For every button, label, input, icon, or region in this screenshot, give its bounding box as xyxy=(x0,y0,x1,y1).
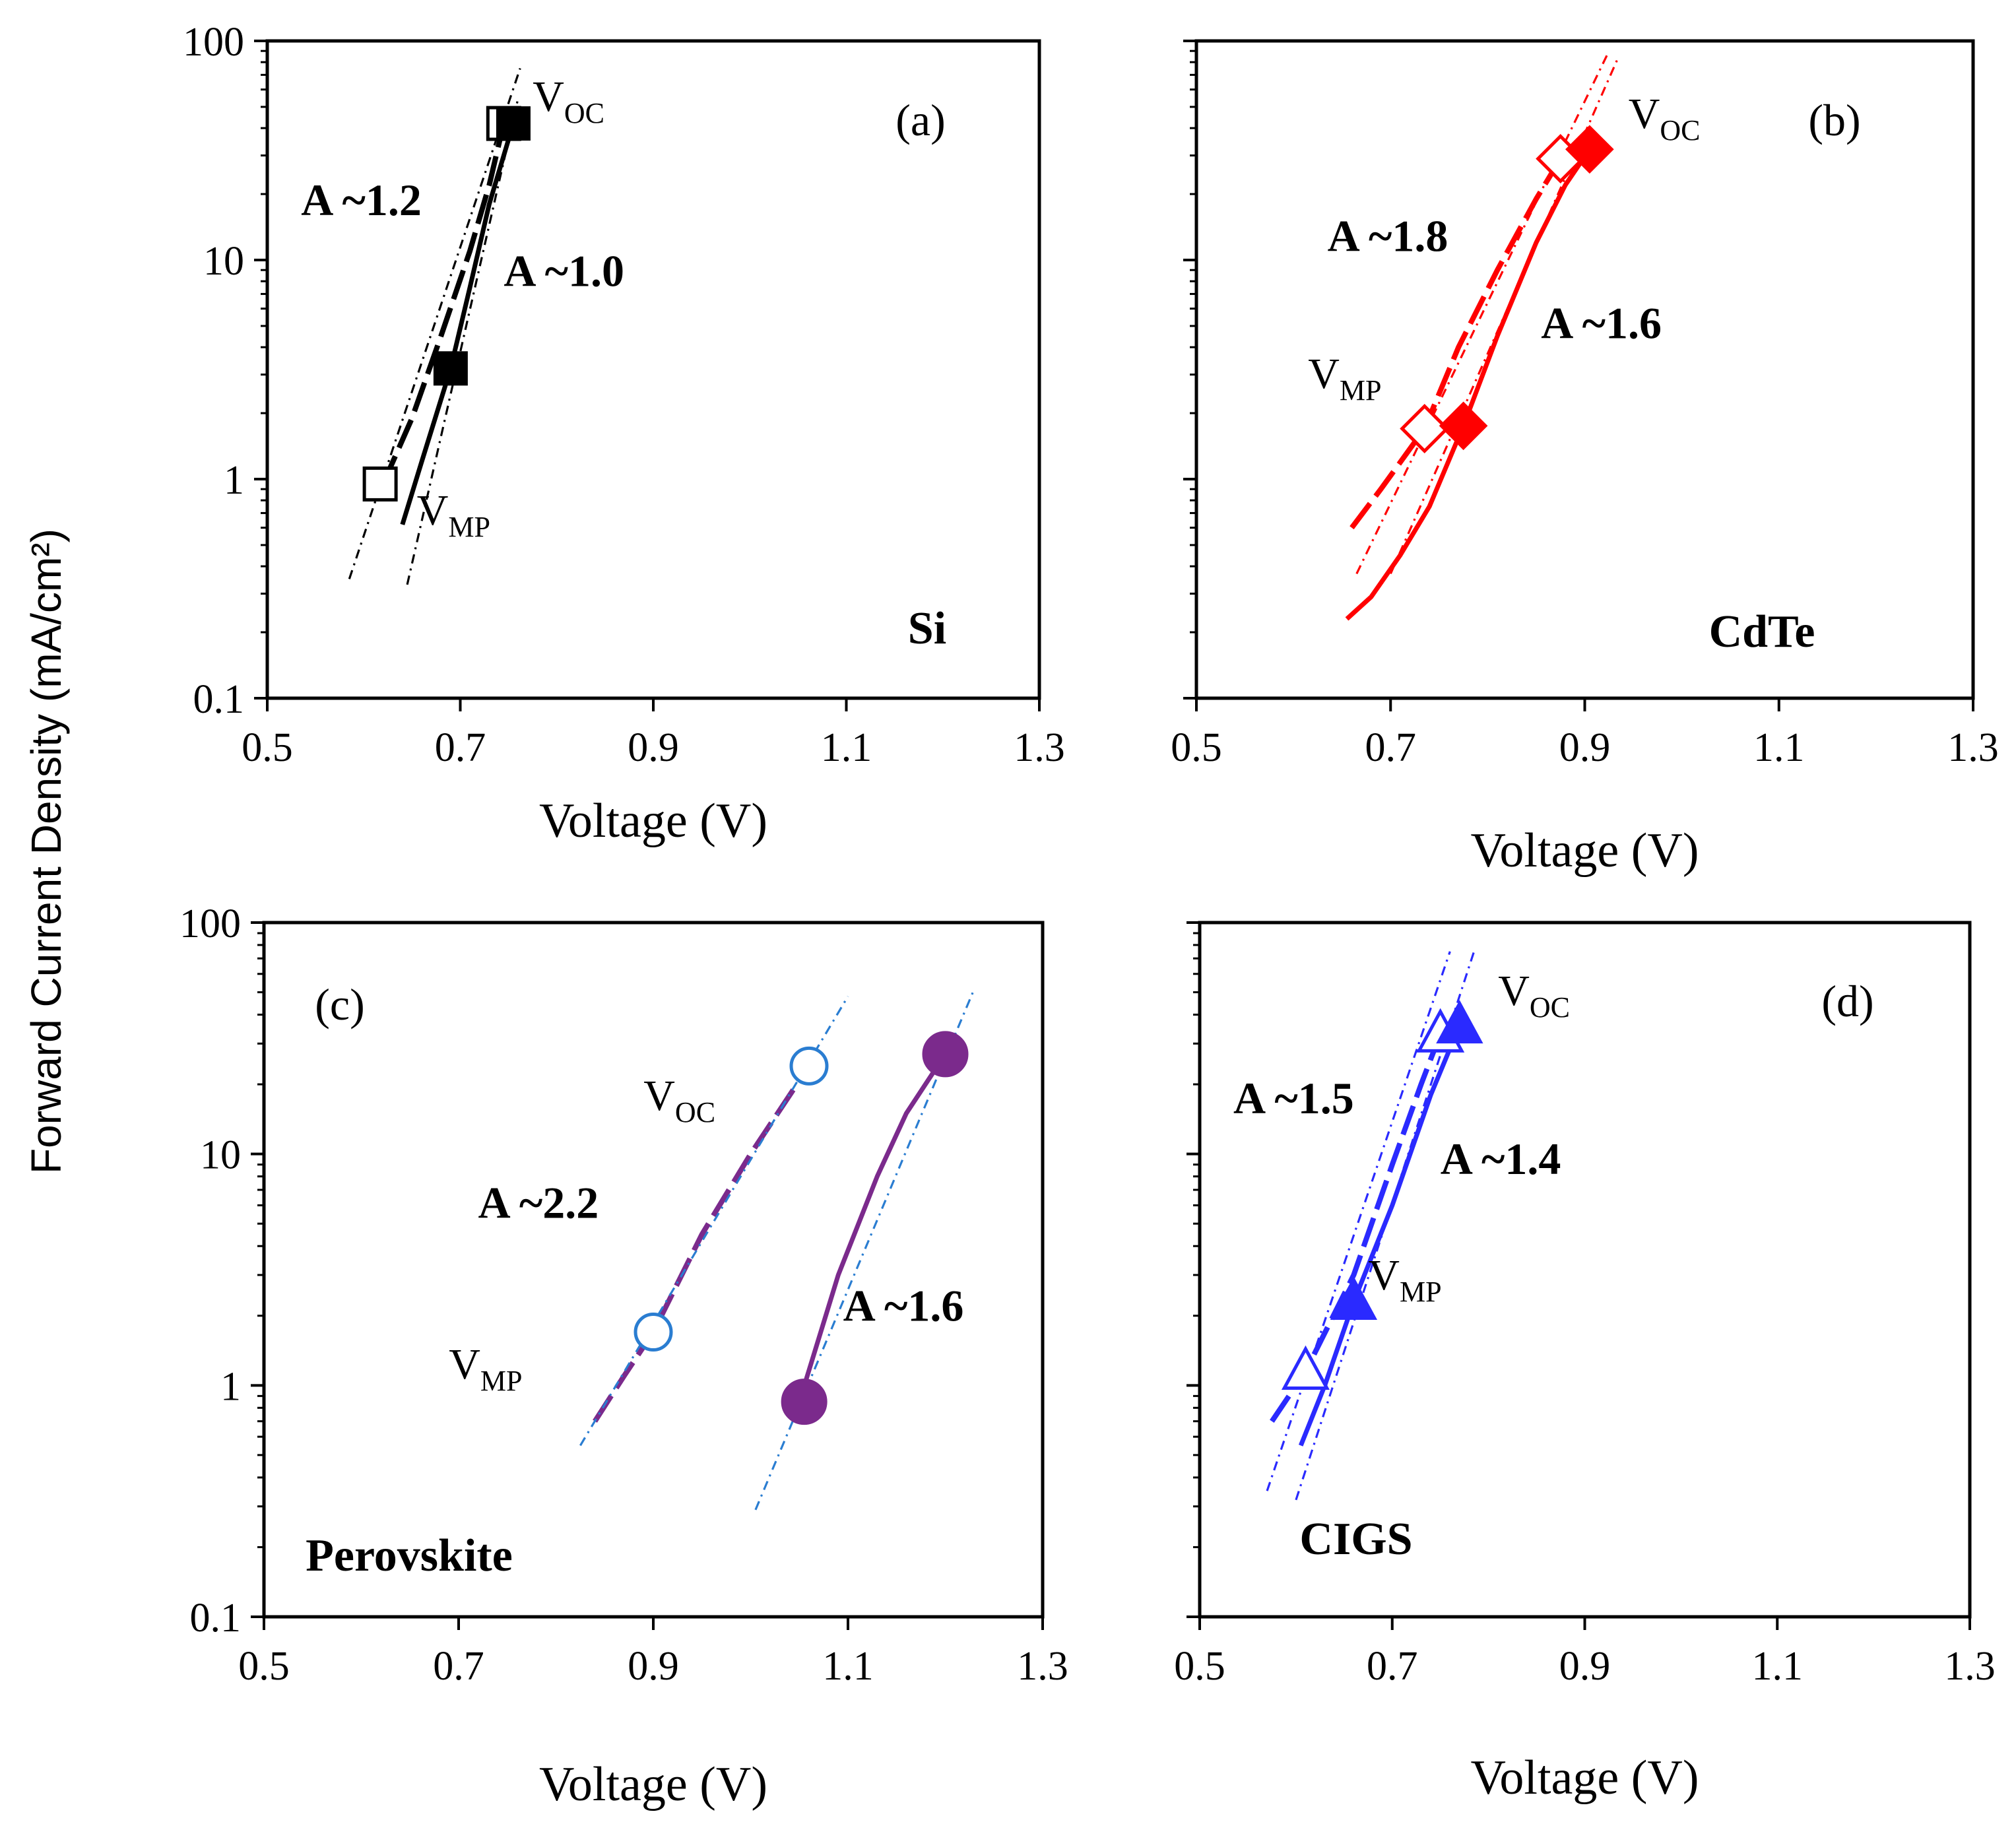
marker-filled-triangle xyxy=(1330,1276,1378,1320)
x-tick-label: 1.3 xyxy=(1014,725,1065,770)
marker-filled-diamond xyxy=(1439,401,1488,451)
y-tick-label: 0.1 xyxy=(190,1596,242,1641)
annotation-mp: VMP xyxy=(1308,350,1381,407)
x-tick-label: 1.1 xyxy=(1752,1644,1804,1689)
ideality-factor-label: A ~1.5 xyxy=(1233,1073,1354,1123)
marker-filled-square xyxy=(433,351,468,386)
marker-open-circle xyxy=(634,1313,673,1352)
material-label: CIGS xyxy=(1299,1514,1412,1565)
y-tick-label: 1 xyxy=(220,1364,241,1409)
x-axis-title: Voltage (V) xyxy=(1471,824,1699,878)
y-tick-label: 0.1 xyxy=(193,677,245,722)
plot-frame xyxy=(1198,921,1972,1619)
y-tick-label: 1 xyxy=(224,458,244,503)
series-line-dashdot-fit xyxy=(754,987,976,1511)
annotation-oc: VOC xyxy=(1498,967,1570,1024)
annotation-mp: VMP xyxy=(449,1340,522,1397)
series-line-dashdot-fit xyxy=(1389,55,1620,575)
x-axis-title: Voltage (V) xyxy=(539,1757,767,1811)
panel-label: (a) xyxy=(895,95,945,145)
series-line-dashed xyxy=(1349,157,1563,530)
ideality-factor-label: A ~1.6 xyxy=(1541,298,1662,348)
x-tick-label: 1.3 xyxy=(1944,1644,1996,1689)
panel-label: (b) xyxy=(1808,95,1860,145)
marker-open-circle xyxy=(789,1046,829,1086)
marker-filled-diamond xyxy=(1565,125,1614,174)
annotation-oc: VOC xyxy=(643,1072,715,1128)
x-tick-label: 0.7 xyxy=(435,725,486,770)
x-tick-label: 0.7 xyxy=(433,1644,484,1689)
material-label: Si xyxy=(908,603,946,654)
panel-si: 0.5 0.7 0.9 1.1 1.3 0.1 1 10 100 Voltage (V) (a) Si… xyxy=(183,20,1065,848)
x-tick-label: 0.7 xyxy=(1367,1644,1418,1689)
x-tick-label: 0.5 xyxy=(242,725,293,770)
x-axis-title: Voltage (V) xyxy=(539,794,767,848)
x-tick-label: 0.9 xyxy=(1559,725,1611,770)
annotation-oc: VOC xyxy=(533,73,604,129)
x-tick-label: 0.5 xyxy=(1174,1644,1225,1689)
x-tick-label: 1.1 xyxy=(821,725,872,770)
ideality-factor-label: A ~1.4 xyxy=(1441,1134,1561,1184)
annotation-mp: VMP xyxy=(417,486,490,543)
marker-filled-square xyxy=(496,106,531,141)
x-tick-label: 1.1 xyxy=(822,1644,874,1689)
marker-filled-circle xyxy=(781,1379,828,1425)
x-tick-label: 0.7 xyxy=(1365,725,1417,770)
ideality-factor-label: A ~1.0 xyxy=(504,246,624,296)
x-tick-label: 0.9 xyxy=(1559,1644,1611,1689)
series-line-dashed xyxy=(380,123,507,486)
ideality-factor-label: A ~2.2 xyxy=(478,1177,599,1227)
series-line-dashdot-fit xyxy=(1266,951,1451,1491)
series-line-solid xyxy=(1298,1024,1462,1447)
panel-label: (d) xyxy=(1821,976,1873,1026)
x-tick-label: 1.3 xyxy=(1947,725,1999,770)
panel-perovskite: 0.5 0.7 0.9 1.1 1.3 0.1 1 10 100 Voltage (V) (c) Pe… xyxy=(179,901,1068,1811)
y-tick-label: 100 xyxy=(183,20,244,65)
x-tick-label: 1.1 xyxy=(1753,725,1805,770)
marker-open-triangle xyxy=(1281,1345,1330,1390)
marker-filled-circle xyxy=(922,1031,969,1078)
material-label: Perovskite xyxy=(306,1530,513,1581)
y-tick-label: 10 xyxy=(203,239,244,284)
panel-cigs: 0.5 0.7 0.9 1.1 1.3 Voltage (V) (d) CIGS VOC VMP A… xyxy=(1174,921,1996,1805)
x-tick-label: 0.5 xyxy=(238,1644,290,1689)
x-tick-label: 0.9 xyxy=(628,725,679,770)
y-tick-label: 10 xyxy=(200,1133,241,1178)
material-label: CdTe xyxy=(1709,606,1815,657)
ideality-factor-label: A ~1.2 xyxy=(301,175,422,225)
marker-open-square xyxy=(362,466,398,502)
series-line-dashdot-fit xyxy=(406,97,519,585)
annotation-mp: VMP xyxy=(1368,1251,1441,1308)
x-tick-label: 0.9 xyxy=(628,1644,679,1689)
series-line-solid xyxy=(400,123,516,525)
marker-filled-triangle xyxy=(1436,1000,1483,1044)
marker-open-diamond xyxy=(1400,403,1450,454)
series-line-dashdot-fit xyxy=(1355,50,1610,575)
ideality-factor-label: A ~1.8 xyxy=(1328,211,1448,261)
x-tick-label: 0.5 xyxy=(1171,725,1222,770)
annotation-oc: VOC xyxy=(1629,90,1701,147)
panel-cdte: 0.5 0.7 0.9 1.1 1.3 Voltage (V) (b) CdTe VOC VMP A… xyxy=(1171,39,1999,878)
plot-frame xyxy=(262,921,1045,1619)
x-axis-title: Voltage (V) xyxy=(1471,1751,1699,1805)
series-line-solid xyxy=(797,1053,948,1403)
y-axis-title: Forward Current Density (mA/cm²) xyxy=(22,529,70,1174)
y-tick-label: 100 xyxy=(179,901,241,946)
x-tick-label: 1.3 xyxy=(1017,1644,1068,1689)
ideality-factor-label: A ~1.6 xyxy=(843,1281,964,1331)
panel-label: (c) xyxy=(315,979,364,1029)
